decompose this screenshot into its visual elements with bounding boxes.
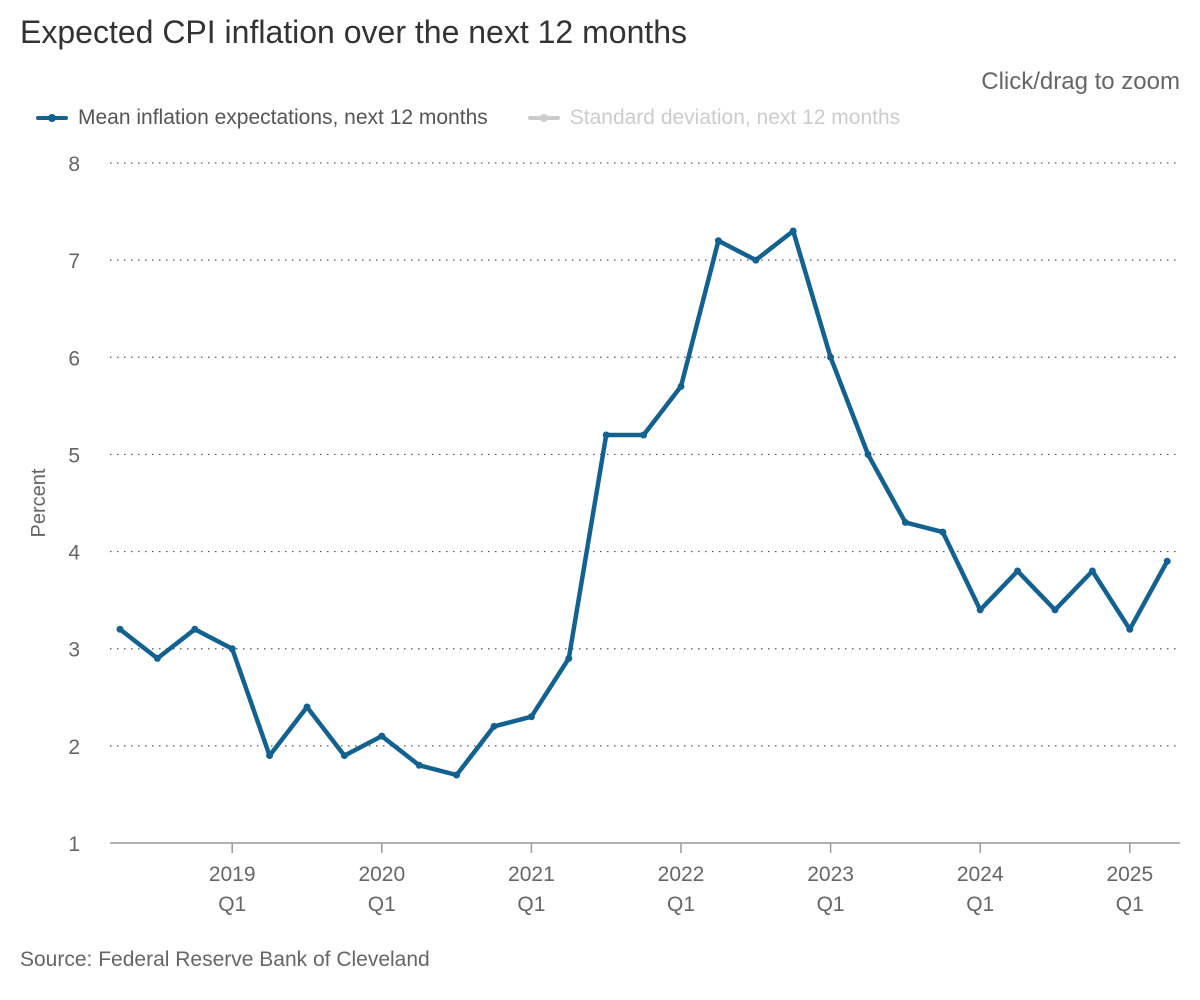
legend-swatch-mean: [36, 114, 68, 122]
x-tick-label-year: 2023: [807, 863, 854, 886]
data-point[interactable]: [1014, 567, 1022, 575]
gridlines: [110, 162, 1180, 747]
axes: 1 2 3 4 5 6 7 8 2019 Q1 2020 Q1 2021 Q1 2022 Q1 2023 Q1 20…: [68, 153, 1180, 916]
legend-item-mean[interactable]: Mean inflation expectations, next 12 mon…: [36, 106, 488, 130]
data-point[interactable]: [752, 256, 760, 264]
data-point[interactable]: [714, 237, 722, 245]
data-point[interactable]: [266, 752, 274, 760]
data-point[interactable]: [1051, 606, 1059, 614]
y-tick-label: 8: [68, 153, 80, 176]
data-point[interactable]: [976, 606, 984, 614]
data-point[interactable]: [827, 353, 835, 361]
y-tick-label: 5: [68, 444, 80, 467]
chart-title: Expected CPI inflation over the next 12 …: [20, 14, 688, 50]
data-point[interactable]: [789, 227, 797, 235]
data-point[interactable]: [602, 431, 610, 439]
data-point[interactable]: [901, 518, 909, 526]
x-tick-label-quarter: Q1: [368, 893, 396, 916]
x-tick-label-quarter: Q1: [817, 893, 845, 916]
data-point[interactable]: [415, 761, 423, 769]
y-axis-title: Percent: [28, 468, 50, 537]
data-point[interactable]: [640, 431, 648, 439]
source-note: Source: Federal Reserve Bank of Clevelan…: [20, 948, 430, 971]
data-point[interactable]: [527, 713, 535, 721]
legend-swatch-sd: [527, 114, 560, 122]
data-point[interactable]: [453, 771, 461, 779]
data-point[interactable]: [228, 645, 236, 653]
data-point[interactable]: [340, 752, 348, 760]
x-tick-label-quarter: Q1: [517, 893, 545, 916]
x-tick-label-year: 2021: [508, 863, 555, 886]
x-tick-label-year: 2025: [1106, 863, 1153, 886]
series-layer: [116, 227, 1171, 779]
data-point[interactable]: [939, 528, 947, 536]
data-point[interactable]: [116, 625, 124, 633]
data-point[interactable]: [378, 732, 386, 740]
data-point[interactable]: [303, 703, 311, 711]
y-tick-label: 2: [68, 736, 80, 759]
legend-label-mean: Mean inflation expectations, next 12 mon…: [78, 106, 488, 129]
x-tick-label-quarter: Q1: [1116, 893, 1144, 916]
zoom-hint[interactable]: Click/drag to zoom: [981, 68, 1180, 95]
x-tick-label-quarter: Q1: [966, 893, 994, 916]
x-tick-label-year: 2020: [358, 863, 405, 886]
legend: Mean inflation expectations, next 12 mon…: [36, 106, 940, 130]
data-point[interactable]: [191, 625, 199, 633]
data-point[interactable]: [1126, 625, 1134, 633]
data-point[interactable]: [1163, 557, 1171, 565]
x-tick-label-year: 2022: [658, 863, 705, 886]
y-tick-label: 3: [68, 639, 80, 662]
legend-label-sd: Standard deviation, next 12 months: [569, 106, 901, 129]
y-tick-label: 7: [68, 250, 80, 273]
x-tick-label-year: 2019: [209, 863, 256, 886]
data-point[interactable]: [565, 654, 573, 662]
data-point[interactable]: [490, 722, 498, 730]
x-tick-label-quarter: Q1: [667, 893, 695, 916]
series-line-mean[interactable]: [117, 228, 1170, 778]
data-point[interactable]: [677, 382, 685, 390]
x-tick-label-quarter: Q1: [218, 893, 246, 916]
y-tick-label: 4: [68, 542, 80, 565]
data-point[interactable]: [153, 654, 161, 662]
y-tick-label: 1: [68, 833, 80, 856]
data-point[interactable]: [1088, 567, 1096, 575]
y-tick-label: 6: [68, 347, 80, 370]
x-tick-label-year: 2024: [957, 863, 1004, 886]
legend-item-sd[interactable]: Standard deviation, next 12 months: [527, 106, 901, 130]
data-point[interactable]: [864, 450, 872, 458]
